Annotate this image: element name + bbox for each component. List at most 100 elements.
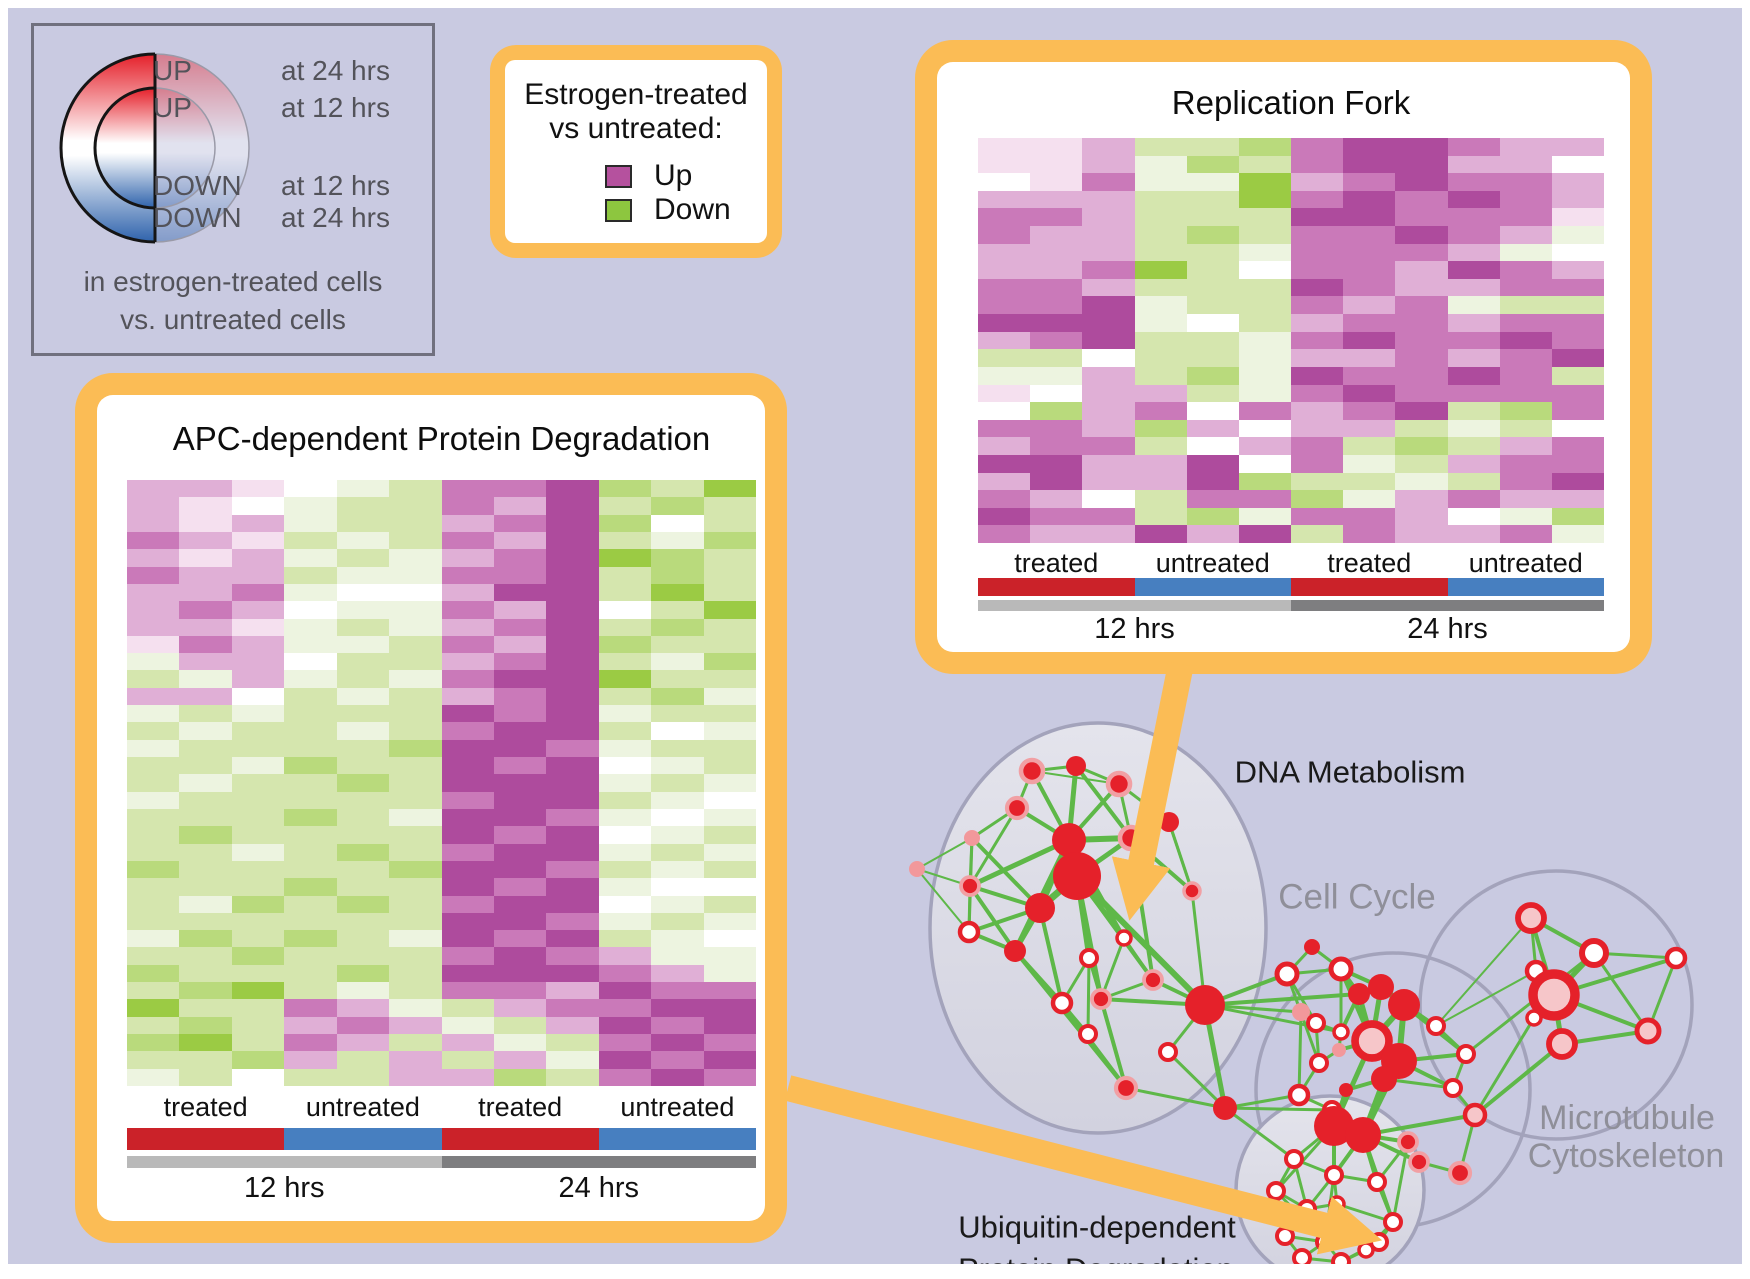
- heatmap-cell: [1499, 278, 1552, 297]
- heatmap-cell: [703, 687, 756, 706]
- heatmap-cell: [1291, 472, 1344, 491]
- heatmap-cell: [389, 826, 442, 844]
- heatmap-cell: [598, 739, 652, 758]
- heatmap-cell: [1030, 454, 1083, 473]
- heatmap-cell: [389, 999, 442, 1017]
- heatmap-cell: [1030, 208, 1083, 227]
- heatmap-cell: [389, 722, 442, 740]
- heatmap-cell: [389, 1034, 442, 1052]
- heatmap-cell: [127, 895, 180, 913]
- heatmap-cell: [1186, 331, 1239, 350]
- heatmap-cell: [978, 366, 1031, 385]
- heatmap-cell: [1134, 349, 1187, 367]
- heatmap-cell: [1447, 208, 1500, 227]
- heatmap-cell: [336, 774, 390, 792]
- heatmap-cell: [978, 261, 1031, 279]
- heatmap-cell: [703, 635, 756, 654]
- heatmap-cell: [978, 507, 1031, 526]
- legend-dir: UP: [153, 55, 192, 86]
- heatmap-cell: [546, 705, 599, 723]
- heatmap-cell: [127, 653, 180, 671]
- heatmap-cell: [1238, 296, 1291, 315]
- heatmap-cell: [1238, 190, 1291, 209]
- heatmap-cell: [1134, 525, 1187, 543]
- heatmap-cell: [231, 791, 285, 809]
- heatmap-cell: [179, 653, 232, 671]
- heatmap-cell: [703, 947, 756, 965]
- heatmap-cell: [1551, 525, 1604, 543]
- heatmap-cell: [1395, 349, 1448, 367]
- heatmap-cell: [441, 705, 494, 723]
- heatmap-cell: [336, 549, 390, 567]
- heatmap-cell: [546, 757, 599, 775]
- heatmap-cell: [1134, 384, 1187, 403]
- heatmap-cell: [1082, 384, 1135, 403]
- heatmap-cell: [284, 514, 337, 532]
- heatmap-cell: [1291, 507, 1344, 526]
- treatment-bar-segment: [978, 578, 1135, 596]
- heatmap-cell: [1291, 208, 1344, 227]
- legend-caption-line1: in estrogen-treated cells: [83, 266, 383, 297]
- heatmap-cell: [1343, 349, 1396, 367]
- heatmap-cell: [1395, 331, 1448, 350]
- heatmap-cell: [389, 705, 442, 723]
- heatmap-cell: [703, 1051, 756, 1069]
- heatmap-cell: [978, 472, 1031, 491]
- heatmap-cell: [1499, 349, 1552, 367]
- heatmap-cell: [127, 878, 180, 896]
- heatmap-cell: [651, 531, 704, 550]
- heatmap-cell: [389, 757, 442, 775]
- heatmap-cell: [231, 531, 285, 550]
- heatmap-cell: [703, 601, 756, 619]
- heatmap-cell: [336, 722, 390, 740]
- heatmap-cell: [651, 982, 704, 1000]
- heatmap-cell: [651, 791, 704, 809]
- heatmap-cell: [179, 808, 232, 827]
- heatmap-cell: [441, 601, 494, 619]
- heatmap-cell: [1030, 314, 1083, 332]
- heatmap-cell: [336, 912, 390, 931]
- heatmap-cell: [1030, 366, 1083, 385]
- heatmap-cell: [1082, 402, 1135, 420]
- heatmap-cell: [231, 808, 285, 827]
- heatmap-cell: [1291, 190, 1344, 209]
- time-bar-segment: [127, 1156, 442, 1168]
- heatmap-cell: [1395, 261, 1448, 279]
- heatmap-cell: [389, 895, 442, 913]
- heatmap-cell: [1186, 173, 1239, 191]
- heatmap-cell: [1238, 173, 1291, 191]
- heatmap-cell: [598, 566, 652, 584]
- heatmap-cell: [336, 653, 390, 671]
- heatmap-cell: [231, 826, 285, 844]
- heatmap-cell: [1030, 173, 1083, 191]
- heatmap-cell: [598, 653, 652, 671]
- heatmap-cell: [1186, 437, 1239, 455]
- heatmap-cell: [1291, 419, 1344, 438]
- heatmap-cell: [1395, 314, 1448, 332]
- heatmap-cell: [336, 531, 390, 550]
- heatmap-cell: [978, 490, 1031, 508]
- heatmap-cell: [493, 860, 547, 879]
- heatmap-cell: [336, 1034, 390, 1052]
- heatmap-cell: [598, 601, 652, 619]
- heatmap-cell: [703, 1068, 756, 1086]
- time-label: 12 hrs: [1094, 613, 1175, 645]
- heatmap-cell: [1343, 243, 1396, 262]
- heatmap-cell: [179, 497, 232, 515]
- legend-row-down-12: DOWN at 12 hrs: [153, 170, 390, 202]
- heatmap-cell: [179, 670, 232, 688]
- heatmap-cell: [389, 878, 442, 896]
- heatmap-cell: [546, 791, 599, 809]
- heatmap-cell: [1447, 349, 1500, 367]
- heatmap-cell: [1134, 296, 1187, 315]
- heatmap-cell: [493, 1068, 547, 1086]
- heatmap-cell: [703, 982, 756, 1000]
- heatmap-cell: [1343, 384, 1396, 403]
- heatmap-cell: [1343, 507, 1396, 526]
- heatmap-cell: [441, 808, 494, 827]
- heatmap-cell: [127, 531, 180, 550]
- heatmap-cell: [1134, 190, 1187, 209]
- heatmap-cell: [441, 860, 494, 879]
- heatmap-cell: [1395, 472, 1448, 491]
- heatmap-cell: [127, 1016, 180, 1035]
